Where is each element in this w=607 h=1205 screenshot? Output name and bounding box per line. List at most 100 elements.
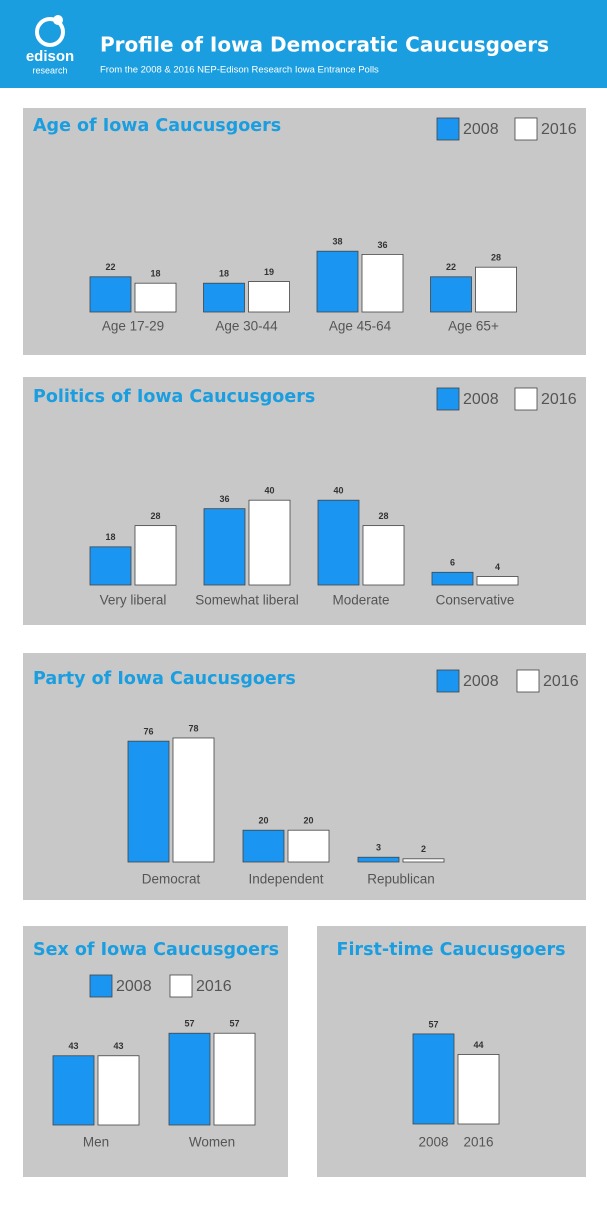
value-label: 36 — [377, 240, 387, 250]
bar — [52, 1055, 95, 1126]
bar — [430, 276, 472, 313]
value-label: 57 — [229, 1019, 239, 1029]
logo-text: research — [32, 65, 67, 75]
page-title: Profile of Iowa Democratic Caucusgoers — [100, 33, 549, 57]
bar — [431, 571, 474, 586]
legend-swatch — [89, 974, 113, 998]
value-label: 4 — [495, 562, 500, 572]
logo-icon — [35, 17, 65, 47]
category-label: Age 30-44 — [215, 319, 278, 334]
category-label: Democrat — [142, 872, 201, 887]
bar — [412, 1033, 455, 1125]
category-label: 2016 — [463, 1135, 493, 1150]
legend-swatch — [436, 387, 460, 411]
value-label: 18 — [219, 269, 229, 279]
category-label: Women — [189, 1135, 235, 1150]
bar — [172, 737, 215, 863]
legend-label: 2008 — [463, 121, 499, 138]
legend-swatch — [436, 669, 460, 693]
value-label: 36 — [219, 494, 229, 504]
category-label: Independent — [248, 872, 323, 887]
legend-label: 2016 — [541, 121, 577, 138]
bar — [402, 858, 445, 863]
legend-label: 2008 — [463, 391, 499, 408]
legend-swatch — [436, 117, 460, 141]
value-label: 40 — [264, 486, 274, 496]
bar — [457, 1054, 500, 1125]
category-label: Conservative — [436, 593, 515, 608]
bar — [168, 1032, 211, 1126]
chart-panel — [23, 108, 586, 355]
bar — [475, 266, 517, 313]
chart-title: Sex of Iowa Caucusgoers — [33, 940, 279, 960]
bar — [357, 856, 400, 863]
value-label: 57 — [428, 1019, 438, 1029]
bar — [316, 250, 359, 313]
legend-swatch — [169, 974, 193, 998]
bar — [89, 276, 132, 313]
value-label: 78 — [188, 723, 198, 733]
legend-label: 2008 — [116, 978, 152, 995]
value-label: 28 — [150, 511, 160, 521]
category-label: Age 65+ — [448, 319, 499, 334]
value-label: 43 — [113, 1041, 123, 1051]
legend-label: 2016 — [196, 978, 232, 995]
value-label: 18 — [150, 269, 160, 279]
value-label: 40 — [333, 486, 343, 496]
legend-swatch — [514, 387, 538, 411]
value-label: 76 — [143, 727, 153, 737]
category-label: Republican — [367, 872, 435, 887]
logo-text: edison — [26, 48, 74, 65]
bar — [203, 508, 246, 586]
value-label: 28 — [378, 511, 388, 521]
value-label: 20 — [303, 816, 313, 826]
value-label: 43 — [68, 1041, 78, 1051]
bar — [127, 740, 170, 863]
logo-icon — [53, 15, 63, 25]
bar — [213, 1032, 256, 1126]
logo: edison research — [26, 15, 74, 75]
chart-panel — [23, 653, 586, 900]
value-label: 20 — [258, 816, 268, 826]
category-label: Men — [83, 1135, 109, 1150]
chart-title: Politics of Iowa Caucusgoers — [33, 387, 315, 407]
legend-label: 2016 — [541, 391, 577, 408]
bar — [361, 253, 404, 313]
category-label: 2008 — [418, 1135, 448, 1150]
chart-panel — [23, 377, 586, 625]
bar — [248, 281, 290, 313]
bar — [362, 525, 405, 586]
bar — [317, 499, 360, 586]
page-subtitle: From the 2008 & 2016 NEP-Edison Research… — [100, 65, 379, 76]
bar — [97, 1055, 140, 1126]
category-label: Moderate — [332, 593, 389, 608]
bar — [89, 546, 132, 586]
category-label: Age 17-29 — [102, 319, 164, 334]
value-label: 6 — [450, 558, 455, 568]
value-label: 57 — [184, 1019, 194, 1029]
value-label: 22 — [446, 262, 456, 272]
category-label: Somewhat liberal — [195, 593, 299, 608]
chart-title: Party of Iowa Caucusgoers — [33, 669, 296, 689]
category-label: Very liberal — [100, 593, 167, 608]
value-label: 18 — [105, 532, 115, 542]
bar — [134, 282, 177, 313]
value-label: 22 — [105, 262, 115, 272]
legend-label: 2008 — [463, 673, 499, 690]
value-label: 2 — [421, 844, 426, 854]
value-label: 44 — [473, 1040, 483, 1050]
bar — [476, 576, 519, 586]
value-label: 19 — [264, 267, 274, 277]
chart-title: Age of Iowa Caucusgoers — [33, 116, 281, 136]
chart-title: First-time Caucusgoers — [336, 940, 565, 960]
bar — [242, 829, 285, 863]
bar — [203, 282, 245, 313]
category-label: Age 45-64 — [329, 319, 392, 334]
bar — [134, 525, 177, 586]
legend-label: 2016 — [543, 673, 579, 690]
value-label: 3 — [376, 843, 381, 853]
value-label: 38 — [332, 237, 342, 247]
legend-swatch — [516, 669, 540, 693]
